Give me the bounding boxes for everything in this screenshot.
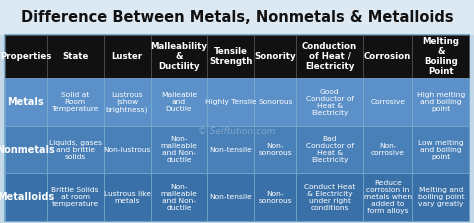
Bar	[363, 78, 412, 126]
Text: Sonority: Sonority	[255, 52, 296, 61]
Bar	[104, 126, 151, 173]
Bar	[254, 78, 296, 126]
Bar	[151, 35, 207, 78]
Bar	[47, 35, 104, 78]
Text: High melting
and boiling
point: High melting and boiling point	[417, 92, 465, 112]
Bar	[254, 126, 296, 173]
Text: Brittle Solids
at room
temperature: Brittle Solids at room temperature	[51, 187, 99, 207]
Bar	[363, 35, 412, 78]
Bar	[104, 78, 151, 126]
Bar	[47, 173, 104, 221]
Bar	[151, 173, 207, 221]
Text: Bad
Conductor of
Heat &
Electricity: Bad Conductor of Heat & Electricity	[306, 136, 354, 163]
Text: Corrosive: Corrosive	[370, 99, 405, 105]
Text: Non-tensile: Non-tensile	[210, 194, 252, 200]
Text: Malleable
and
Ductile: Malleable and Ductile	[161, 92, 197, 112]
Bar	[47, 78, 104, 126]
Bar	[5, 173, 47, 221]
Text: Reduce
corrosion in
metals when
added to
form alloys: Reduce corrosion in metals when added to…	[364, 180, 412, 214]
Text: © Selftution.com: © Selftution.com	[198, 127, 276, 136]
Text: State: State	[62, 52, 88, 61]
Text: Conduction
of Heat /
Electricity: Conduction of Heat / Electricity	[302, 42, 357, 71]
Text: Low melting
and boiling
point: Low melting and boiling point	[418, 140, 464, 159]
Bar	[296, 78, 363, 126]
Text: Non-
sonorous: Non- sonorous	[258, 190, 292, 204]
Bar	[412, 35, 469, 78]
Bar	[363, 126, 412, 173]
Bar	[296, 173, 363, 221]
Bar	[207, 78, 254, 126]
Bar	[5, 35, 47, 78]
Bar	[5, 35, 469, 221]
Text: Non-
corrosive: Non- corrosive	[371, 143, 405, 156]
Bar	[207, 126, 254, 173]
Text: Metalloids: Metalloids	[0, 192, 55, 202]
Text: Non-
malleable
and Non-
ductile: Non- malleable and Non- ductile	[161, 184, 197, 211]
Text: Melting and
boiling point
vary greatly: Melting and boiling point vary greatly	[418, 187, 464, 207]
Text: Liquids, gases
and brittle
solids: Liquids, gases and brittle solids	[49, 140, 101, 159]
Text: Sonorous: Sonorous	[258, 99, 292, 105]
Text: Tensile
Strength: Tensile Strength	[209, 47, 253, 66]
Text: Non-tensile: Non-tensile	[210, 147, 252, 153]
Text: Metals: Metals	[8, 97, 44, 107]
Text: Corrosion: Corrosion	[364, 52, 411, 61]
Text: Highly Tensile: Highly Tensile	[205, 99, 256, 105]
Bar	[363, 173, 412, 221]
Bar	[151, 126, 207, 173]
Bar	[412, 126, 469, 173]
Text: Conduct Heat
& Electricity
under right
conditions: Conduct Heat & Electricity under right c…	[304, 184, 356, 211]
Bar	[254, 173, 296, 221]
Text: Good
Conductor of
Heat &
Electricity: Good Conductor of Heat & Electricity	[306, 89, 354, 116]
Bar	[104, 35, 151, 78]
Text: Solid at
Room
Temperature: Solid at Room Temperature	[52, 92, 99, 112]
Bar	[296, 35, 363, 78]
Bar	[412, 78, 469, 126]
Bar	[0, 0, 474, 35]
Text: Properties: Properties	[0, 52, 52, 61]
Bar	[207, 35, 254, 78]
Text: Difference Between Metals, Nonmetals & Metalloids: Difference Between Metals, Nonmetals & M…	[21, 10, 453, 25]
Bar	[254, 35, 296, 78]
Bar	[207, 173, 254, 221]
Bar	[151, 78, 207, 126]
Bar	[47, 126, 104, 173]
Bar	[5, 78, 47, 126]
Text: Non-
sonorous: Non- sonorous	[258, 143, 292, 156]
Text: Melting
&
Boiling
Point: Melting & Boiling Point	[422, 37, 459, 76]
Text: Nonmetals: Nonmetals	[0, 145, 55, 155]
Bar	[5, 126, 47, 173]
Text: Non-
malleable
and Non-
ductile: Non- malleable and Non- ductile	[161, 136, 197, 163]
Text: Lustrous like
metals: Lustrous like metals	[103, 190, 151, 204]
Text: Malleability
&
Ductility: Malleability & Ductility	[150, 42, 208, 71]
Bar	[412, 173, 469, 221]
Text: Lustrous
(show
brightness): Lustrous (show brightness)	[106, 92, 148, 113]
Text: Luster: Luster	[111, 52, 143, 61]
Bar	[104, 173, 151, 221]
Bar	[296, 126, 363, 173]
Text: Non-lustrous: Non-lustrous	[103, 147, 151, 153]
